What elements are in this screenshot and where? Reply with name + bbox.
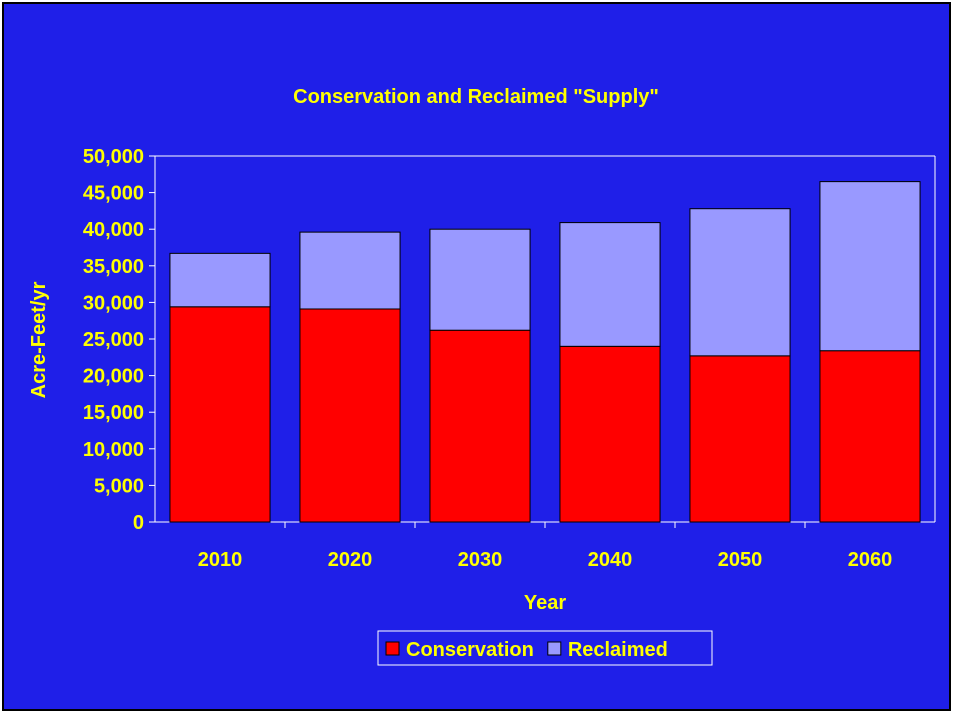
x-axis-label: Year xyxy=(524,592,566,614)
x-tick-label: 2010 xyxy=(198,549,243,571)
bar-conservation-2010 xyxy=(169,306,271,523)
legend-label-conservation: Conservation xyxy=(406,639,534,661)
legend-label-reclaimed: Reclaimed xyxy=(568,639,668,661)
legend: Conservation Reclaimed xyxy=(377,630,713,666)
y-tick-label: 15,000 xyxy=(83,402,144,424)
bar-conservation-2020 xyxy=(299,308,401,523)
x-tick-label: 2040 xyxy=(588,549,633,571)
plot-area: 0 5,000 10,000 15,000 20,000 25,000 30,000 35,0… xyxy=(83,146,936,571)
bar-conservation-2060 xyxy=(819,350,921,523)
y-tick-label: 5,000 xyxy=(94,475,144,497)
bar-reclaimed-2060 xyxy=(819,181,921,352)
bar-reclaimed-2030 xyxy=(429,228,531,331)
bar-reclaimed-2020 xyxy=(299,231,401,310)
x-tick-label: 2020 xyxy=(328,549,373,571)
y-tick-label: 20,000 xyxy=(83,366,144,388)
bar-conservation-2030 xyxy=(429,329,531,523)
legend-swatch-conservation xyxy=(385,641,400,656)
bar-reclaimed-2010 xyxy=(169,252,271,308)
y-tick-label: 10,000 xyxy=(83,439,144,461)
legend-swatch-reclaimed xyxy=(547,641,562,656)
y-tick-label: 45,000 xyxy=(83,183,144,205)
y-tick-label: 50,000 xyxy=(83,146,144,168)
bar-conservation-2040 xyxy=(559,345,661,523)
y-tick-label: 0 xyxy=(133,512,144,534)
bar-reclaimed-2040 xyxy=(559,222,661,347)
y-tick-label: 30,000 xyxy=(83,292,144,314)
y-axis-label: Acre-Feet/yr xyxy=(28,281,50,398)
x-tick-label: 2030 xyxy=(458,549,503,571)
legend-box xyxy=(377,630,713,666)
bar-reclaimed-2050 xyxy=(689,208,791,357)
chart-title: Conservation and Reclaimed "Supply" xyxy=(293,86,659,108)
x-tick-label: 2050 xyxy=(718,549,763,571)
y-tick-label: 25,000 xyxy=(83,329,144,351)
y-tick-label: 40,000 xyxy=(83,219,144,241)
bar-conservation-2050 xyxy=(689,355,791,523)
x-tick-label: 2060 xyxy=(848,549,893,571)
y-tick-label: 35,000 xyxy=(83,256,144,278)
